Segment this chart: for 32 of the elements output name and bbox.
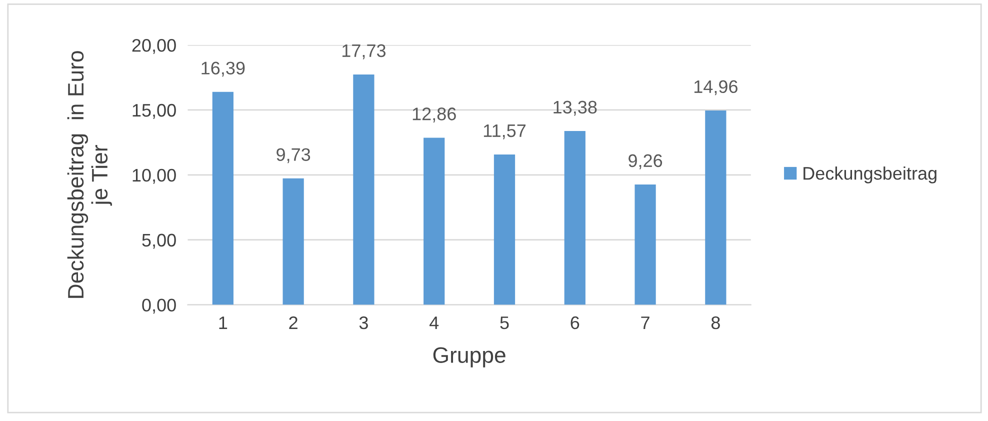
bar [353, 74, 374, 305]
bar [212, 92, 234, 305]
y-axis-title: Deckungsbeitrag in Euro je Tier [67, 51, 112, 298]
y-tick-label: 0,00 [142, 298, 176, 314]
data-label: 9,73 [276, 148, 310, 164]
y-tick-label: 5,00 [142, 234, 176, 249]
bar [564, 131, 586, 305]
data-label: 12,86 [412, 108, 456, 122]
bar [424, 138, 445, 305]
data-label: 9,26 [628, 154, 662, 170]
y-tick-label: 20,00 [132, 38, 176, 54]
legend-label: Deckungsbeitrag [804, 166, 936, 184]
x-tick-label: 3 [359, 316, 368, 330]
data-label: 11,57 [484, 124, 526, 140]
data-label: 17,73 [342, 44, 386, 60]
x-tick-label: 6 [570, 316, 580, 330]
y-tick-label: 10,00 [132, 168, 176, 184]
bar [705, 110, 726, 305]
bar [634, 184, 656, 305]
bar [494, 154, 516, 305]
x-tick-label: 1 [219, 316, 228, 329]
x-tick-label: 2 [289, 316, 298, 329]
data-label: 16,39 [202, 62, 245, 77]
bar [282, 178, 304, 305]
data-label: 13,38 [554, 100, 597, 116]
x-tick-label: 7 [641, 316, 650, 329]
x-tick-label: 5 [500, 316, 509, 330]
x-tick-label: 4 [429, 316, 439, 329]
x-tick-label: 8 [711, 316, 720, 330]
x-axis-title: Gruppe [433, 347, 506, 368]
data-label: 14,96 [694, 80, 738, 96]
y-tick-label: 15,00 [132, 104, 176, 119]
